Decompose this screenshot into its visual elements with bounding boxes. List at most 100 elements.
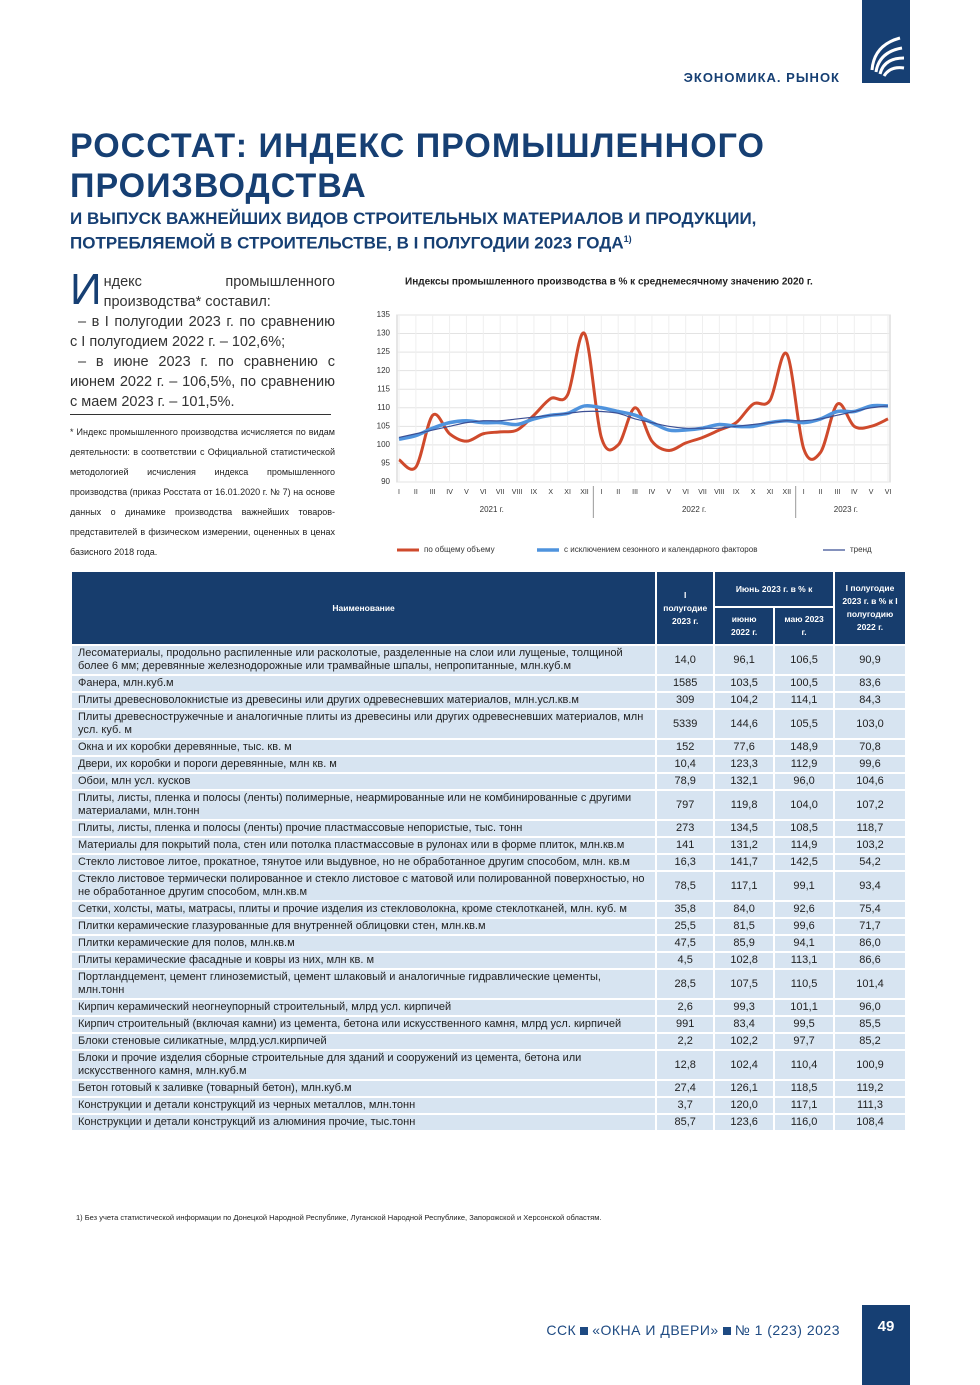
cell: 141 bbox=[655, 836, 716, 855]
table: Наименование I полугодие 2023 г. Июнь 20… bbox=[69, 570, 907, 1132]
cell: 126,1 bbox=[713, 1079, 776, 1098]
cell: 96,0 bbox=[773, 772, 836, 791]
table-row: Плиты древесноволокнистые из древесины и… bbox=[69, 691, 907, 710]
row-name: Кирпич керамический неогнеупорный строит… bbox=[69, 998, 658, 1017]
x-tick-label: V bbox=[869, 489, 874, 496]
chart-title: Индексы промышленного производства в % к… bbox=[405, 277, 813, 288]
cell: 99,6 bbox=[833, 755, 907, 774]
cell: 141,7 bbox=[713, 853, 776, 872]
table-row: Обои, млн усл. кусков 78,9 132,1 96,0 104,6 bbox=[69, 772, 907, 791]
row-name: Плитки керамические глазурованные для вн… bbox=[69, 917, 658, 936]
row-name: Плиты древесноволокнистые из древесины и… bbox=[69, 691, 658, 710]
cell: 27,4 bbox=[655, 1079, 716, 1098]
legend-label: по общему объему bbox=[424, 545, 495, 554]
cell: 107,2 bbox=[833, 789, 907, 821]
cell: 2,2 bbox=[655, 1032, 716, 1051]
cell: 85,9 bbox=[713, 934, 776, 953]
table-row: Кирпич строительный (включая камни) из ц… bbox=[69, 1015, 907, 1034]
y-tick-label: 100 bbox=[377, 440, 391, 449]
table-row: Материалы для покрытий пола, стен или по… bbox=[69, 836, 907, 855]
x-tick-label: V bbox=[666, 489, 671, 496]
row-name: Материалы для покрытий пола, стен или по… bbox=[69, 836, 658, 855]
x-tick-label: VI bbox=[885, 489, 892, 496]
x-tick-label: I bbox=[398, 489, 400, 496]
cell: 70,8 bbox=[833, 738, 907, 757]
row-name: Плиты керамические фасадные и ковры из н… bbox=[69, 951, 658, 970]
table-row: Плиты керамические фасадные и ковры из н… bbox=[69, 951, 907, 970]
page-tab bbox=[862, 1305, 910, 1385]
table-row: Плиты древесностружечные и аналогичные п… bbox=[69, 708, 907, 740]
row-name: Плиты древесностружечные и аналогичные п… bbox=[69, 708, 658, 740]
cell: 4,5 bbox=[655, 951, 716, 970]
cell: 86,0 bbox=[833, 934, 907, 953]
y-tick-label: 110 bbox=[377, 403, 390, 412]
cell: 119,8 bbox=[713, 789, 776, 821]
cell: 104,2 bbox=[713, 691, 776, 710]
x-tick-label: XI bbox=[767, 489, 774, 496]
cell: 93,4 bbox=[833, 870, 907, 902]
cell: 152 bbox=[655, 738, 716, 757]
table-row: Портландцемент, цемент глиноземистый, це… bbox=[69, 968, 907, 1000]
title: РОССТАТ: ИНДЕКС ПРОМЫШЛЕННОГО ПРОИЗВОДСТ… bbox=[70, 127, 765, 205]
cell: 77,6 bbox=[713, 738, 776, 757]
cell: 104,6 bbox=[833, 772, 907, 791]
subtitle: И ВЫПУСК ВАЖНЕЙШИХ ВИДОВ СТРОИТЕЛЬНЫХ МА… bbox=[70, 208, 870, 254]
table-row: Сетки, холсты, маты, матрасы, плиты и пр… bbox=[69, 900, 907, 919]
header-cell: Июнь 2023 г. в % к bbox=[713, 570, 836, 608]
year-label: 2021 г. bbox=[480, 505, 504, 514]
x-tick-label: IX bbox=[531, 489, 538, 496]
x-tick-label: VI bbox=[682, 489, 689, 496]
y-tick-label: 120 bbox=[377, 366, 391, 375]
cell: 78,5 bbox=[655, 870, 716, 902]
series-line bbox=[398, 405, 889, 439]
legend-label: тренд bbox=[850, 545, 872, 554]
table-row: Блоки и прочие изделия сборные строитель… bbox=[69, 1049, 907, 1081]
cell: 103,2 bbox=[833, 836, 907, 855]
cell: 108,5 bbox=[773, 819, 836, 838]
table-row: Плитки керамические для полов, млн.кв.м 4… bbox=[69, 934, 907, 953]
table-row: Фанера, млн.куб.м 1585 103,5 100,5 83,6 bbox=[69, 674, 907, 693]
footnote: * Индекс промышленного производства исчи… bbox=[70, 427, 335, 557]
x-tick-label: X bbox=[751, 489, 756, 496]
x-tick-label: I bbox=[600, 489, 602, 496]
table-row: Плиты, листы, пленка и полосы (ленты) пр… bbox=[69, 819, 907, 838]
row-name: Бетон готовый к заливке (товарный бетон)… bbox=[69, 1079, 658, 1098]
x-tick-label: III bbox=[632, 489, 638, 496]
cell: 116,0 bbox=[773, 1113, 836, 1132]
cell: 25,5 bbox=[655, 917, 716, 936]
y-tick-label: 130 bbox=[377, 329, 391, 338]
cell: 14,0 bbox=[655, 644, 716, 676]
cell: 113,1 bbox=[773, 951, 836, 970]
cell: 90,9 bbox=[833, 644, 907, 676]
cell: 94,1 bbox=[773, 934, 836, 953]
table-row: Стекло листовое литое, прокатное, тянуто… bbox=[69, 853, 907, 872]
table-row: Конструкции и детали конструкций из алюм… bbox=[69, 1113, 907, 1132]
x-tick-label: V bbox=[464, 489, 469, 496]
cell: 99,5 bbox=[773, 1015, 836, 1034]
footer: ССК «ОКНА И ДВЕРИ» № 1 (223) 2023 bbox=[546, 1322, 840, 1338]
rule bbox=[70, 414, 331, 415]
x-tick-label: VII bbox=[698, 489, 707, 496]
x-tick-label: II bbox=[616, 489, 620, 496]
table-row: Плитки керамические глазурованные для вн… bbox=[69, 917, 907, 936]
publisher: ССК bbox=[546, 1322, 577, 1338]
y-tick-label: 135 bbox=[377, 310, 391, 319]
cell: 86,6 bbox=[833, 951, 907, 970]
table-row: Бетон готовый к заливке (товарный бетон)… bbox=[69, 1079, 907, 1098]
cell: 117,1 bbox=[713, 870, 776, 902]
cell: 110,4 bbox=[773, 1049, 836, 1081]
cell: 12,8 bbox=[655, 1049, 716, 1081]
table-row: Окна и их коробки деревянные, тыс. кв. м… bbox=[69, 738, 907, 757]
cell: 111,3 bbox=[833, 1096, 907, 1115]
header-cell: Наименование bbox=[69, 570, 658, 646]
row-name: Плитки керамические для полов, млн.кв.м bbox=[69, 934, 658, 953]
year-label: 2022 г. bbox=[682, 505, 706, 514]
cell: 148,9 bbox=[773, 738, 836, 757]
cell: 132,1 bbox=[713, 772, 776, 791]
cell: 101,4 bbox=[833, 968, 907, 1000]
table-row: Блоки стеновые силикатные, млрд.усл.кирп… bbox=[69, 1032, 907, 1051]
cell: 99,6 bbox=[773, 917, 836, 936]
cell: 142,5 bbox=[773, 853, 836, 872]
cell: 103,5 bbox=[713, 674, 776, 693]
